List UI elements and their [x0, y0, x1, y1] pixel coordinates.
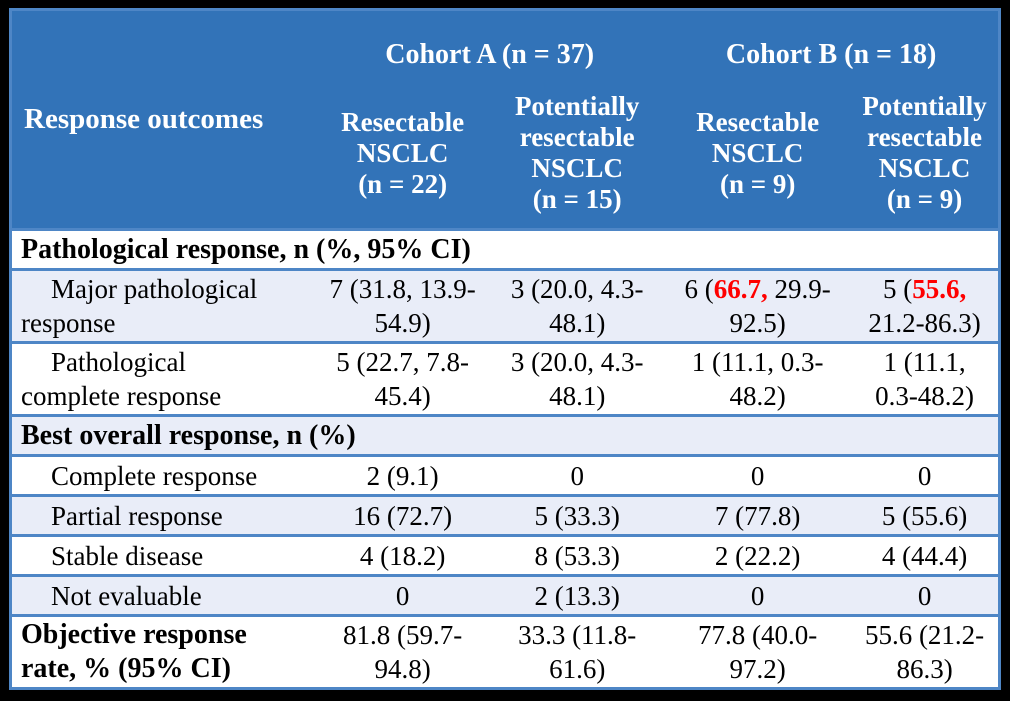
cell-orr-potentially-b: 55.6 (21.2- 86.3): [851, 614, 1000, 689]
cell-pcr-resectable-a: 5 (22.7, 7.8- 45.4): [315, 341, 491, 416]
table-header: Response outcomes Cohort A (n = 37) Coho…: [10, 9, 1000, 230]
cell-pcr-potentially-b: 1 (11.1, 0.3-48.2): [851, 341, 1000, 416]
value-prefix: 6 (: [684, 274, 714, 304]
section-label-pathological-response: Pathological response, n (%, 95% CI): [10, 228, 1000, 270]
value-suffix: 29.9- 92.5): [729, 274, 831, 338]
cell-orr-potentially-a: 33.3 (11.8- 61.6): [490, 614, 665, 689]
cell-mpr-potentially-a: 3 (20.0, 4.3- 48.1): [490, 268, 665, 343]
row-label: Partial response: [10, 494, 316, 536]
cell-orr-resectable-b: 77.8 (40.0- 97.2): [664, 614, 852, 689]
col-header-potentially-resectable-n15: Potentially resectable NSCLC (n = 15): [490, 81, 665, 230]
table-body: Pathological response, n (%, 95% CI) Maj…: [10, 228, 1000, 689]
row-complete-response: Complete response 2 (9.1) 0 0 0: [10, 454, 1000, 496]
value-prefix: 5 (: [882, 274, 913, 304]
table-frame: Response outcomes Cohort A (n = 37) Coho…: [9, 8, 1001, 690]
row-partial-response: Partial response 16 (72.7) 5 (33.3) 7 (7…: [10, 494, 1000, 536]
cohort-header-row: Response outcomes Cohort A (n = 37) Coho…: [10, 9, 1000, 230]
section-row-pathological-response: Pathological response, n (%, 95% CI): [10, 228, 1000, 270]
row-major-pathological-response: Major pathological response 7 (31.8, 13.…: [10, 268, 1000, 343]
section-row-best-overall-response: Best overall response, n (%): [10, 414, 1000, 456]
cohort-a-header: Cohort A (n = 37): [315, 9, 665, 82]
highlighted-value: 55.6,: [912, 274, 967, 304]
row-label: Major pathological response: [10, 268, 316, 343]
value-suffix: 21.2-86.3): [868, 308, 981, 338]
cell-mpr-resectable-b: 6 (66.7, 29.9- 92.5): [664, 268, 852, 343]
cell-pr-resectable-b: 7 (77.8): [664, 494, 852, 536]
row-objective-response-rate: Objective response rate, % (95% CI) 81.8…: [10, 614, 1000, 689]
cell-sd-resectable-a: 4 (18.2): [315, 534, 491, 576]
cell-sd-resectable-b: 2 (22.2): [664, 534, 852, 576]
corner-header-response-outcomes: Response outcomes: [10, 9, 316, 230]
cell-orr-resectable-a: 81.8 (59.7- 94.8): [315, 614, 491, 689]
row-stable-disease: Stable disease 4 (18.2) 8 (53.3) 2 (22.2…: [10, 534, 1000, 576]
row-label: Pathological complete response: [10, 341, 316, 416]
cell-pcr-resectable-b: 1 (11.1, 0.3- 48.2): [664, 341, 852, 416]
section-label-best-overall-response: Best overall response, n (%): [10, 414, 1000, 456]
response-outcomes-table: Response outcomes Cohort A (n = 37) Coho…: [9, 8, 1001, 690]
cell-pr-potentially-b: 5 (55.6): [851, 494, 1000, 536]
col-header-resectable-n9: Resectable NSCLC (n = 9): [664, 81, 852, 230]
cell-sd-potentially-b: 4 (44.4): [851, 534, 1000, 576]
col-header-resectable-n22: Resectable NSCLC (n = 22): [315, 81, 491, 230]
cell-cr-resectable-a: 2 (9.1): [315, 454, 491, 496]
cell-ne-potentially-a: 2 (13.3): [490, 574, 665, 616]
row-pathological-complete-response: Pathological complete response 5 (22.7, …: [10, 341, 1000, 416]
cell-mpr-potentially-b: 5 (55.6, 21.2-86.3): [851, 268, 1000, 343]
row-label: Complete response: [10, 454, 316, 496]
cell-cr-potentially-b: 0: [851, 454, 1000, 496]
cell-cr-potentially-a: 0: [490, 454, 665, 496]
row-label: Not evaluable: [10, 574, 316, 616]
col-header-potentially-resectable-n9: Potentially resectable NSCLC (n = 9): [851, 81, 1000, 230]
highlighted-value: 66.7,: [713, 274, 768, 304]
row-label: Stable disease: [10, 534, 316, 576]
cell-sd-potentially-a: 8 (53.3): [490, 534, 665, 576]
cell-pr-potentially-a: 5 (33.3): [490, 494, 665, 536]
cell-ne-resectable-a: 0: [315, 574, 491, 616]
cell-cr-resectable-b: 0: [664, 454, 852, 496]
cell-pr-resectable-a: 16 (72.7): [315, 494, 491, 536]
row-label: Objective response rate, % (95% CI): [10, 614, 316, 689]
cell-pcr-potentially-a: 3 (20.0, 4.3- 48.1): [490, 341, 665, 416]
row-not-evaluable: Not evaluable 0 2 (13.3) 0 0: [10, 574, 1000, 616]
cell-mpr-resectable-a: 7 (31.8, 13.9- 54.9): [315, 268, 491, 343]
cohort-b-header: Cohort B (n = 18): [664, 9, 1000, 82]
cell-ne-potentially-b: 0: [851, 574, 1000, 616]
cell-ne-resectable-b: 0: [664, 574, 852, 616]
column-header-row: Resectable NSCLC (n = 22) Potentially re…: [11, 81, 1000, 230]
